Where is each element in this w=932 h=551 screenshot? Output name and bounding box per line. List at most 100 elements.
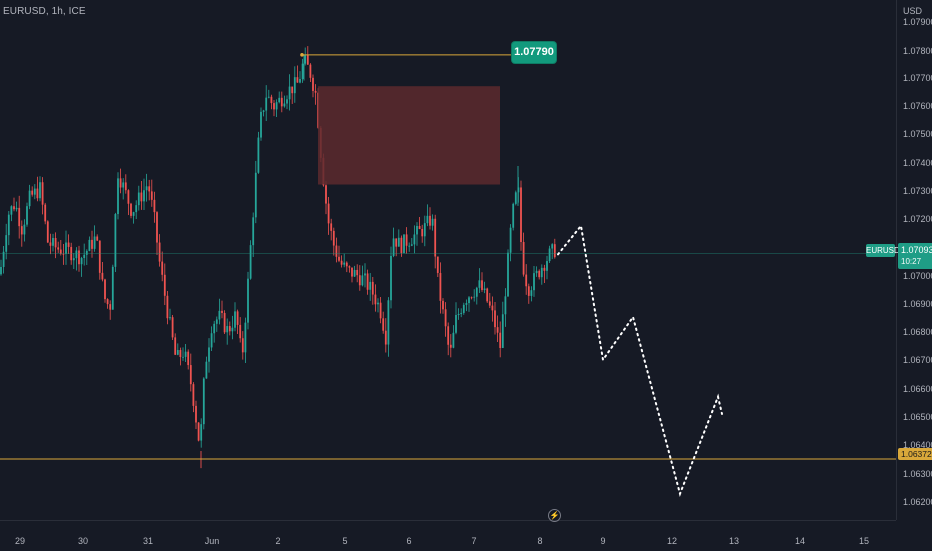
candle-body (0, 266, 2, 275)
candle-body (361, 275, 364, 286)
candle-body (205, 361, 208, 379)
candle-body (46, 221, 49, 243)
candle-body (353, 269, 356, 277)
candle-body (390, 255, 392, 301)
candle-body (514, 192, 517, 204)
candle-body (416, 226, 418, 235)
candle-body (228, 326, 231, 332)
candle-body (153, 199, 156, 213)
candle-body (278, 97, 281, 103)
candle-body (192, 384, 195, 406)
price-tick-label: 1.07700 (903, 73, 932, 83)
candle-body (304, 55, 307, 64)
high-price-callout[interactable]: 1.07790 (512, 42, 556, 63)
candle-body (257, 137, 260, 173)
candle-body (288, 86, 291, 100)
candle-body (423, 223, 426, 237)
time-tick-label: 5 (342, 536, 348, 546)
candle-body (31, 190, 34, 195)
candle-body (535, 270, 538, 274)
time-axis[interactable]: 29 30 31 Jun 2 5 6 7 8 9 12 13 14 15 (0, 520, 896, 551)
candle-body (247, 278, 249, 323)
candle-body (197, 422, 200, 441)
candle-body (348, 266, 351, 268)
price-tick-label: 1.06200 (903, 497, 932, 507)
candle-body (525, 274, 528, 287)
candle-body (28, 190, 31, 207)
candle-body (249, 245, 252, 279)
candle-body (195, 405, 197, 423)
candle-body (358, 275, 361, 286)
candle-body (33, 188, 36, 195)
time-tick-label: 12 (666, 536, 678, 546)
candle-body (395, 238, 398, 247)
candle-body (299, 79, 301, 83)
candle-body (343, 262, 346, 265)
candle-body (491, 305, 494, 311)
candle-body (335, 245, 338, 257)
candle-body (340, 260, 343, 265)
candle-body (379, 302, 382, 319)
candle-body (522, 242, 525, 275)
candle-body (187, 351, 190, 366)
candle-body (553, 244, 556, 258)
candle-body (273, 103, 275, 110)
candle-body (137, 192, 140, 206)
candle-body (520, 187, 522, 243)
candle-body (210, 333, 213, 348)
candle-body (405, 234, 408, 246)
candle-body (507, 252, 509, 297)
candle-body (200, 424, 203, 441)
candle-body (231, 327, 234, 332)
candle-body (241, 338, 244, 353)
lightning-icon[interactable]: ⚡ (548, 509, 561, 522)
candle-body (57, 247, 60, 250)
candle-body (382, 318, 385, 331)
price-scale[interactable]: USD 1.07900 1.07800 1.07700 1.07600 1.07500 1… (896, 0, 932, 520)
candle-body (15, 207, 18, 210)
candle-body (431, 218, 434, 226)
candle-body (23, 224, 26, 235)
candle-body (499, 332, 502, 348)
candle-body (533, 273, 535, 291)
price-tick-label: 1.06800 (903, 327, 932, 337)
candle-body (7, 214, 10, 236)
candle-body (314, 90, 317, 93)
candle-body (377, 302, 379, 305)
candle-body (452, 332, 455, 348)
candle-body (78, 250, 80, 265)
candle-body (434, 218, 437, 257)
price-tick-label: 1.07400 (903, 158, 932, 168)
price-tick-label: 1.07000 (903, 271, 932, 281)
candle-body (59, 249, 62, 254)
candle-body (104, 279, 106, 300)
time-tick-label: 15 (858, 536, 870, 546)
candle-body (429, 215, 431, 226)
bar-countdown: 10:27 (901, 257, 922, 266)
candle-body (530, 290, 533, 296)
symbol-title[interactable]: EURUSD, 1h, ICE (3, 6, 86, 17)
supply-zone (318, 86, 500, 185)
candle-body (215, 319, 218, 324)
candle-body (293, 77, 296, 94)
candle-body (156, 212, 158, 243)
candle-body (309, 64, 312, 78)
candle-body (226, 326, 229, 333)
candle-body (538, 270, 541, 278)
candle-body (312, 77, 314, 91)
candle-body (356, 269, 359, 276)
price-tick-label: 1.07900 (903, 17, 932, 27)
time-tick-label: 8 (537, 536, 543, 546)
candle-body (546, 261, 548, 271)
price-tick-label: 1.06600 (903, 384, 932, 394)
price-tick-label: 1.07500 (903, 129, 932, 139)
candle-body (91, 239, 93, 249)
candle-body (62, 253, 65, 255)
candle-body (351, 267, 353, 277)
candle-body (267, 96, 270, 98)
candle-body (460, 312, 463, 314)
candle-body (270, 96, 273, 104)
symbol-price-tag: EURUSD (866, 244, 900, 257)
